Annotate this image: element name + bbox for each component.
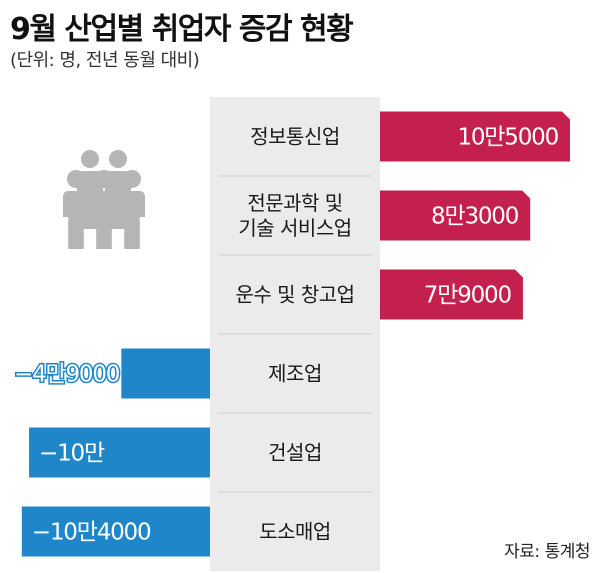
value-label: −4만9000: [14, 362, 120, 388]
category-label: 건설업: [268, 441, 322, 465]
bar: [380, 111, 570, 162]
bar: [380, 269, 523, 320]
bar: [21, 506, 210, 557]
category-label: 도소매업: [259, 520, 331, 544]
value-label: −10만: [39, 441, 105, 467]
value-label: 8만3000: [431, 204, 519, 230]
bar: [121, 348, 210, 399]
chart-title: 9월 산업별 취업자 증감 현황: [10, 12, 354, 47]
category-label: 정보통신업: [250, 125, 340, 149]
category-label: 운수 및 창고업: [235, 283, 354, 307]
value-label: 10만5000: [457, 125, 558, 151]
bar: [380, 190, 531, 241]
source-note: 자료: 통계청: [504, 542, 590, 562]
bar: [29, 427, 210, 478]
value-label: −10만4000: [32, 520, 151, 546]
category-label: 제조업: [268, 362, 322, 386]
chart-subtitle: (단위: 명, 전년 동월 대비): [10, 50, 200, 71]
category-label: 전문과학 및 기술 서비스업: [238, 191, 351, 240]
people-group-icon: [63, 150, 145, 249]
value-label: 7만9000: [424, 283, 512, 309]
